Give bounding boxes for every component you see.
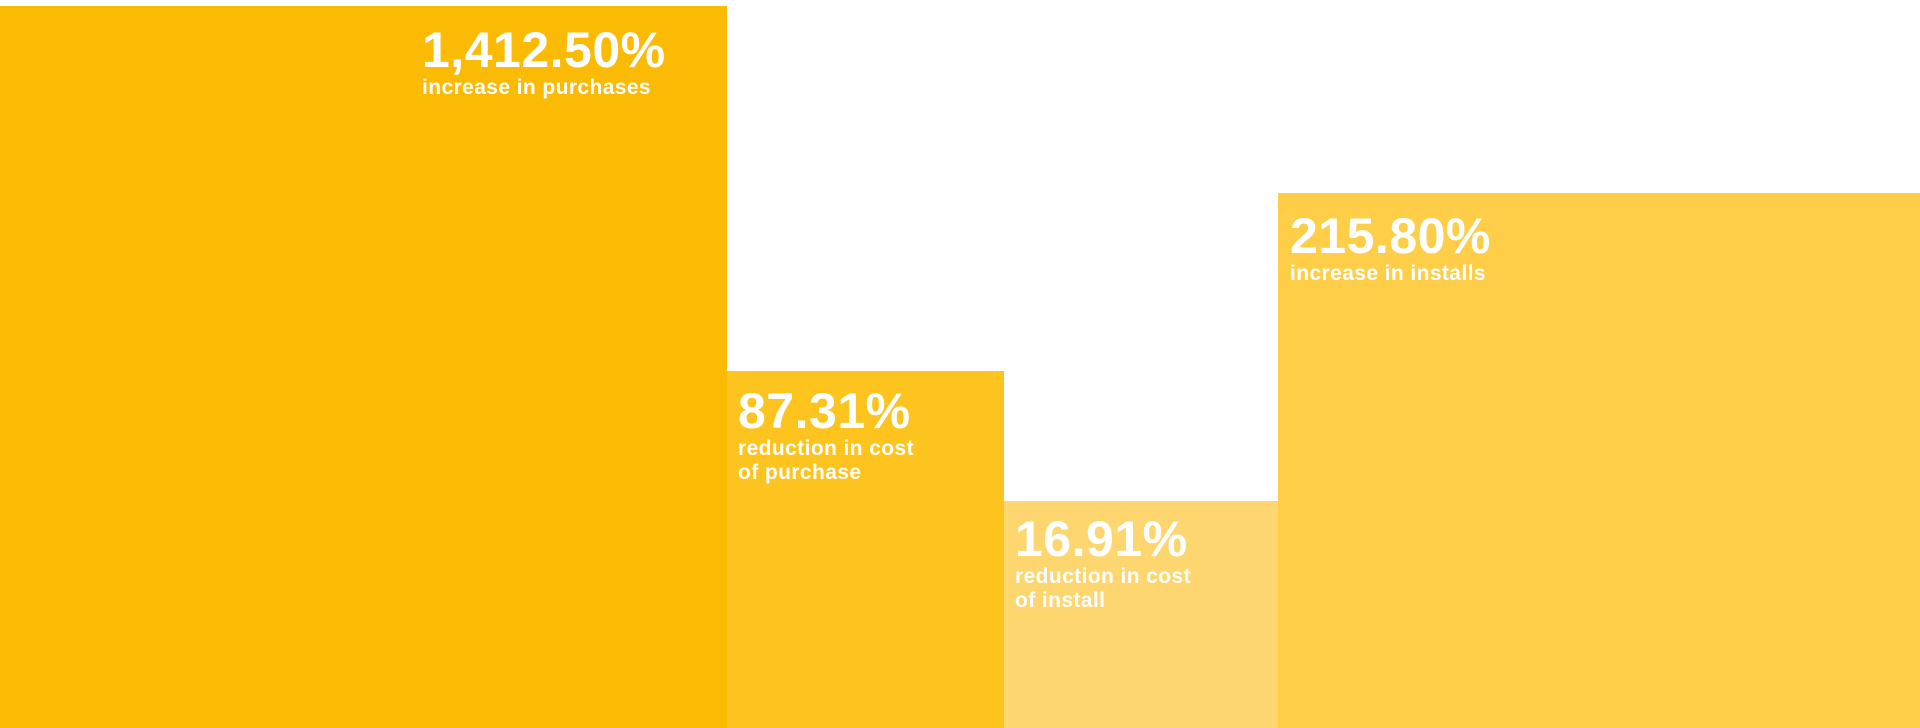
stat-value: 215.80% (1290, 208, 1491, 264)
stat-label: increase in purchases (422, 76, 652, 99)
block (1004, 501, 1278, 728)
stat: 1,412.50% increase in purchases (422, 24, 666, 100)
stat-label: of install (1015, 589, 1106, 612)
stat-value: 16.91% (1015, 511, 1188, 567)
stat-value: 1,412.50% (422, 22, 666, 78)
stat-label: reduction in cost (1015, 565, 1191, 588)
stat-value: 87.31% (738, 383, 911, 439)
stat: 215.80% increase in installs (1290, 210, 1491, 286)
block (727, 371, 1004, 728)
stat-label: increase in installs (1290, 262, 1486, 285)
block (0, 6, 727, 728)
block (1278, 193, 1920, 728)
stat: 87.31% reduction in cost of purchase (738, 385, 914, 485)
stat: 16.91% reduction in cost of install (1015, 513, 1191, 613)
stat-label: of purchase (738, 461, 862, 484)
stat-label: reduction in cost (738, 437, 914, 460)
